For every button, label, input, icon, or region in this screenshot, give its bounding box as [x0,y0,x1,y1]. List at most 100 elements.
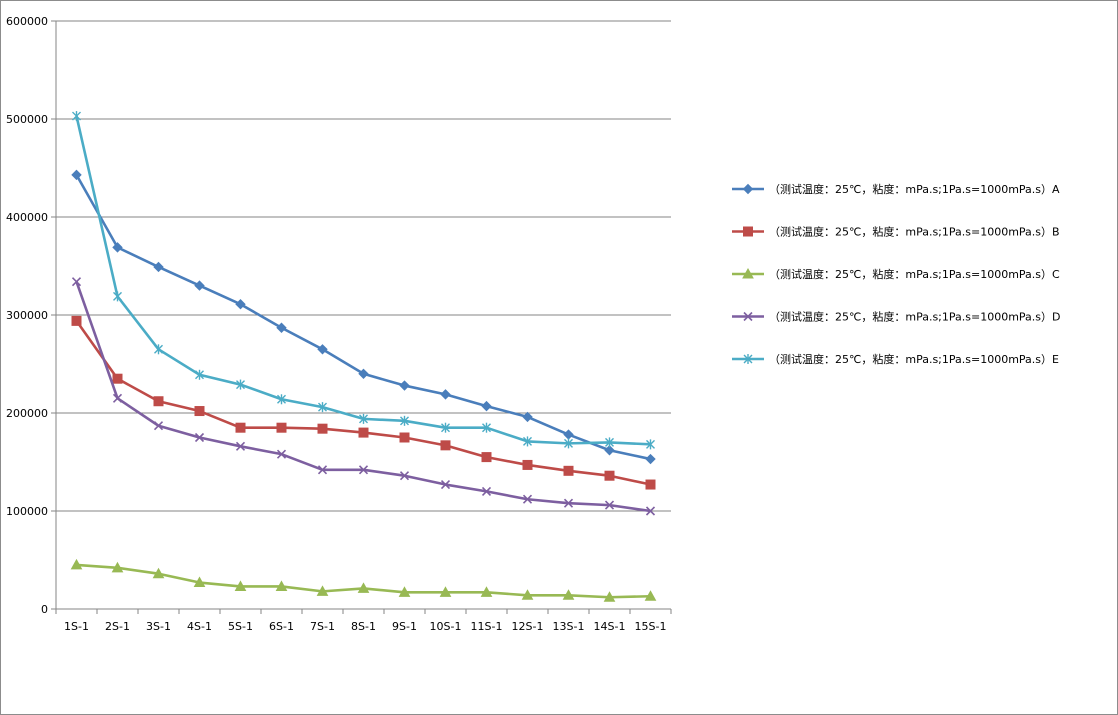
data-point [359,413,368,424]
data-point [646,439,655,450]
data-point [482,422,491,433]
legend-label: （测试温度：25℃，粘度：mPa.s;1Pa.s=1000mPa.s）B [769,225,1060,239]
data-point [72,111,81,122]
marker-stroke [522,494,533,504]
data-point [195,369,204,380]
data-point [398,586,411,597]
data-point [71,315,82,326]
data-point [112,373,123,384]
data-point [522,411,533,423]
x-tick-label: 15S-1 [635,620,667,633]
data-point [317,423,328,434]
data-point [564,438,573,449]
data-point [480,586,493,597]
data-point [440,440,451,451]
data-point [153,261,164,273]
legend-marker [743,354,753,364]
series-b [71,315,656,490]
data-point [194,406,205,417]
y-tick-label: 500000 [6,113,48,126]
data-point [604,445,615,456]
data-point [481,400,492,412]
x-tick-label: 4S-1 [187,620,212,633]
x-tick-label: 2S-1 [105,620,130,633]
data-point [112,393,123,403]
data-point [358,427,369,438]
legend-item-a: （测试温度：25℃，粘度：mPa.s;1Pa.s=1000mPa.s）A [732,182,1060,196]
data-point [357,582,370,593]
series-a [71,169,656,465]
x-tick-label: 14S-1 [594,620,626,633]
data-point [153,396,164,407]
marker-stroke [440,479,451,490]
y-tick-label: 100000 [6,505,48,518]
data-point [604,470,615,481]
data-point [275,580,288,591]
data-point [358,368,369,380]
legend-label: （测试温度：25℃，粘度：mPa.s;1Pa.s=1000mPa.s）D [769,310,1061,324]
x-tick-label: 5S-1 [228,620,253,633]
data-point [194,432,205,443]
data-point [318,402,327,413]
legend-item-d: （测试温度：25℃，粘度：mPa.s;1Pa.s=1000mPa.s）D [732,310,1061,324]
x-tick-label: 13S-1 [553,620,585,633]
data-point [71,277,82,287]
data-point [481,486,492,496]
data-point [644,590,657,601]
data-point [562,589,575,600]
legend: （测试温度：25℃，粘度：mPa.s;1Pa.s=1000mPa.s）A （测试温… [732,182,1061,366]
legend-marker [743,311,753,322]
data-point [276,449,287,459]
legend-marker [742,183,754,195]
x-tick-label: 12S-1 [512,620,544,633]
data-point [277,394,286,405]
legend-label: （测试温度：25℃，粘度：mPa.s;1Pa.s=1000mPa.s）E [769,352,1059,366]
marker-stroke [743,311,753,322]
data-point [70,558,83,570]
marker-stroke [194,432,205,443]
data-point [236,379,245,390]
marker-stroke [276,449,287,459]
data-point [358,465,369,475]
data-point [153,421,164,431]
series-d [71,277,656,516]
data-point [399,471,410,481]
marker-stroke [153,421,164,431]
marker-stroke [358,465,369,475]
data-point [605,437,614,448]
data-point [235,441,246,451]
x-tick-label: 11S-1 [471,620,503,633]
data-point [645,506,656,516]
legend-marker [743,226,753,237]
data-point [71,169,82,181]
y-tick-label: 600000 [6,15,48,28]
x-tick-label: 7S-1 [310,620,335,633]
series-layer [70,111,657,602]
marker-stroke [399,471,410,481]
legend-label: （测试温度：25℃，粘度：mPa.s;1Pa.s=1000mPa.s）C [769,267,1060,281]
data-point [563,429,574,440]
data-point [276,322,287,333]
data-point [439,586,452,597]
data-point [193,576,206,588]
data-point [235,299,246,310]
x-tick-label: 1S-1 [64,620,89,633]
data-point [481,452,492,463]
data-point [194,280,205,291]
data-point [317,465,328,475]
data-point [400,415,409,426]
y-tick-label: 0 [41,603,48,616]
data-point [522,494,533,504]
marker-stroke [604,500,615,510]
series-line [75,115,651,446]
x-tick-label: 9S-1 [392,620,417,633]
data-point [523,436,532,447]
x-tick-label: 10S-1 [430,620,462,633]
legend-item-b: （测试温度：25℃，粘度：mPa.s;1Pa.s=1000mPa.s）B [732,225,1060,239]
y-tick-label: 300000 [6,309,48,322]
series-e [72,111,655,450]
marker-stroke [645,506,656,516]
series-c [70,558,657,602]
